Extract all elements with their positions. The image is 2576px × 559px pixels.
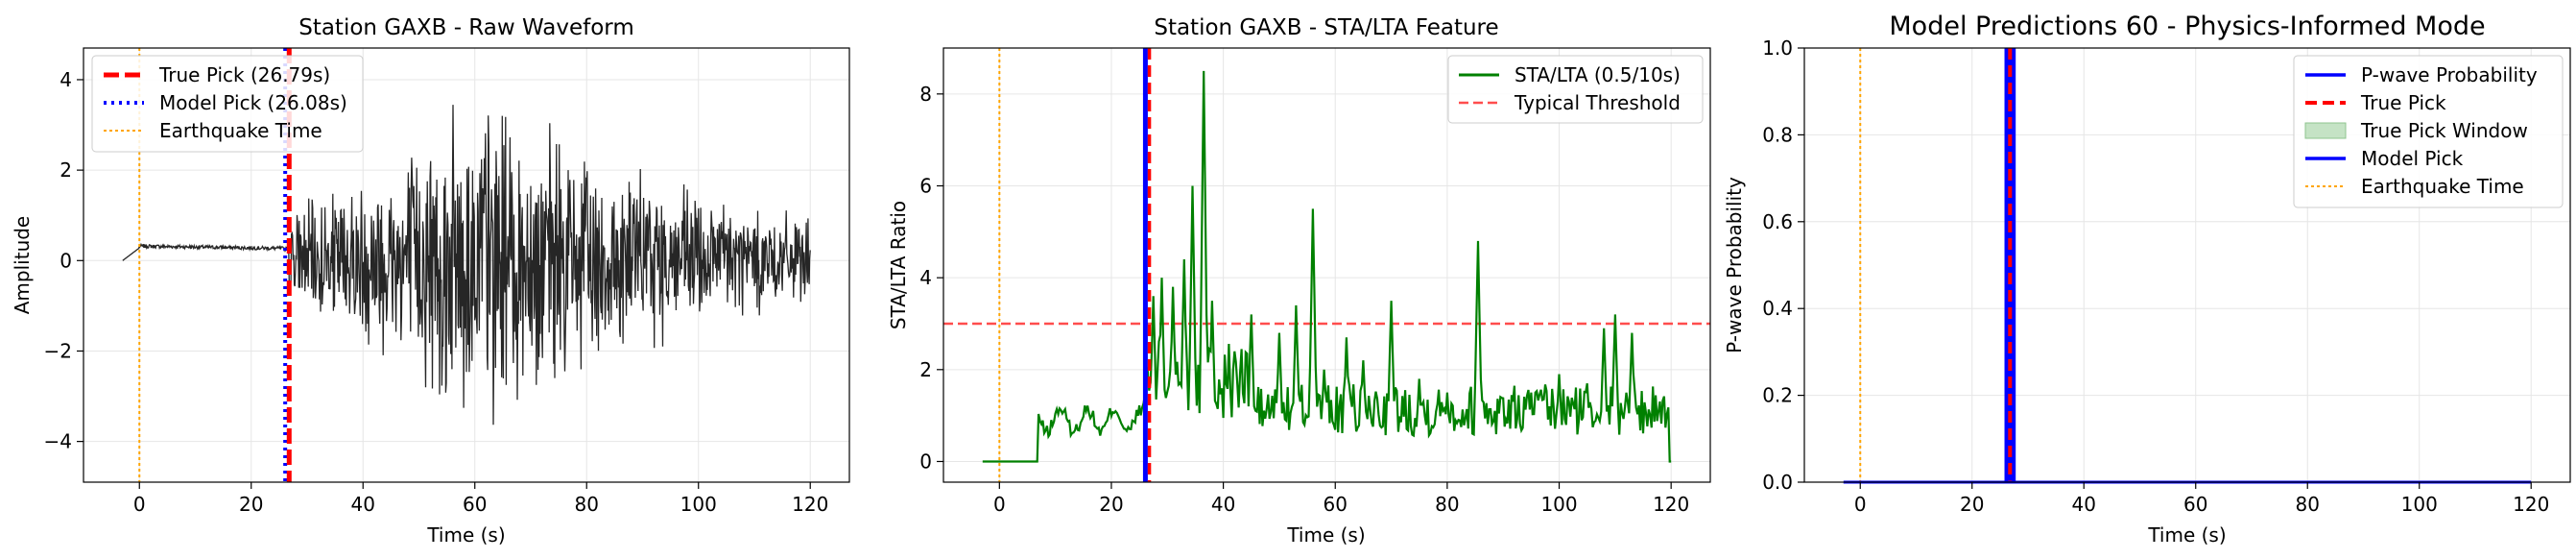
y-tick-label: 6: [919, 174, 932, 197]
y-tick-label: 2: [919, 358, 932, 381]
panel-2-frame: [942, 47, 1711, 483]
stalta-line: [982, 70, 1672, 463]
panel-3-legend: P-wave Probability True Pick True Pick W…: [2293, 55, 2564, 208]
panel-stalta: Station GAXB - STA/LTA Feature 0 20 40 60 80…: [887, 15, 1711, 547]
legend-prob-label: P-wave Probability: [2361, 63, 2538, 86]
x-tick-label: 120: [2513, 493, 2549, 516]
x-tick-label: 40: [2072, 493, 2096, 516]
y-tick-label: 2: [60, 158, 72, 182]
x-tick-label: 0: [133, 493, 146, 516]
panel-waveform: Station GAXB - Raw Waveform 0 20 40 60 80 100…: [11, 15, 850, 547]
panel-1-title: Station GAXB - Raw Waveform: [298, 15, 634, 40]
panel-1-frame: [83, 47, 850, 483]
panel-2-ylabel: STA/LTA Ratio: [887, 201, 910, 329]
x-tick-label: 20: [239, 493, 263, 516]
legend-model-pick-label: Model Pick (26.08s): [159, 91, 347, 114]
y-tick-label: 4: [919, 266, 932, 289]
x-tick-label: 60: [463, 493, 487, 516]
panel-2-title: Station GAXB - STA/LTA Feature: [1154, 15, 1498, 40]
legend-model-pick-2-label: Model Pick: [2361, 147, 2464, 170]
y-tick-label: 4: [60, 68, 72, 91]
x-tick-label: 20: [1099, 493, 1123, 516]
legend-eq-time-2-label: Earthquake Time: [2361, 175, 2524, 198]
panel-3-frame: [1803, 47, 2571, 483]
legend-window-swatch: [2304, 122, 2347, 139]
legend-window-label: True Pick Window: [2360, 119, 2528, 142]
panel-1-legend: True Pick (26.79s) Model Pick (26.08s) E…: [91, 55, 364, 153]
legend-true-pick-2-label: True Pick: [2360, 91, 2446, 114]
panel-3-ylabel: P-wave Probability: [1723, 177, 1746, 353]
panel-2-xlabel: Time (s): [1286, 523, 1365, 547]
panel-2-legend: STA/LTA (0.5/10s) Typical Threshold: [1447, 55, 1704, 124]
x-tick-label: 0: [993, 493, 1006, 516]
x-tick-label: 80: [2296, 493, 2320, 516]
legend-threshold-label: Typical Threshold: [1514, 91, 1681, 114]
panel-1-ticks: 0 20 40 60 80 100 120 −4 −2 0 2 4: [44, 68, 829, 516]
x-tick-label: 80: [1435, 493, 1459, 516]
x-tick-label: 60: [1324, 493, 1348, 516]
x-tick-label: 0: [1854, 493, 1867, 516]
panel-1-legend-box: [91, 55, 364, 153]
y-tick-label: 0: [60, 249, 72, 272]
panel-3-ticks: 0 20 40 60 80 100 120 0.0 0.2 0.4 0.6 0.8 1.0: [1762, 36, 2549, 516]
y-tick-label: 0.6: [1762, 210, 1793, 233]
panel-2-grid: [943, 48, 1710, 482]
panel-3-legend-box: [2293, 55, 2564, 208]
y-tick-label: 0: [919, 450, 932, 473]
x-tick-label: 120: [792, 493, 828, 516]
x-tick-label: 40: [1211, 493, 1235, 516]
y-tick-label: −2: [44, 339, 72, 362]
x-tick-label: 120: [1653, 493, 1689, 516]
panel-1-xlabel: Time (s): [426, 523, 505, 547]
x-tick-label: 60: [2183, 493, 2207, 516]
y-tick-label: 8: [919, 83, 932, 106]
y-tick-label: 0.2: [1762, 384, 1793, 407]
panel-predictions: Model Predictions 60 - Physics-Informed …: [1723, 12, 2571, 547]
x-tick-label: 100: [2401, 493, 2438, 516]
y-tick-label: −4: [44, 430, 72, 453]
legend-eq-time-label: Earthquake Time: [159, 119, 322, 142]
y-tick-label: 1.0: [1762, 36, 1793, 60]
y-tick-label: 0.0: [1762, 471, 1793, 494]
x-tick-label: 80: [575, 493, 599, 516]
x-tick-label: 100: [1540, 493, 1577, 516]
panel-1-ylabel: Amplitude: [11, 216, 34, 315]
panel-2-ticks: 0 20 40 60 80 100 120 0 2 4 6 8: [919, 83, 1689, 516]
panel-3-title: Model Predictions 60 - Physics-Informed …: [1889, 12, 2485, 41]
x-tick-label: 40: [351, 493, 375, 516]
legend-true-pick-label: True Pick (26.79s): [158, 63, 330, 86]
panel-2-legend-box: [1447, 55, 1704, 124]
x-tick-label: 20: [1960, 493, 1984, 516]
legend-stalta-label: STA/LTA (0.5/10s): [1515, 63, 1681, 86]
y-tick-label: 0.8: [1762, 123, 1793, 146]
y-tick-label: 0.4: [1762, 297, 1793, 320]
waveform-line: [122, 105, 811, 425]
panel-3-xlabel: Time (s): [2147, 523, 2226, 547]
panel-2-marks: [943, 48, 1710, 482]
x-tick-label: 100: [680, 493, 717, 516]
